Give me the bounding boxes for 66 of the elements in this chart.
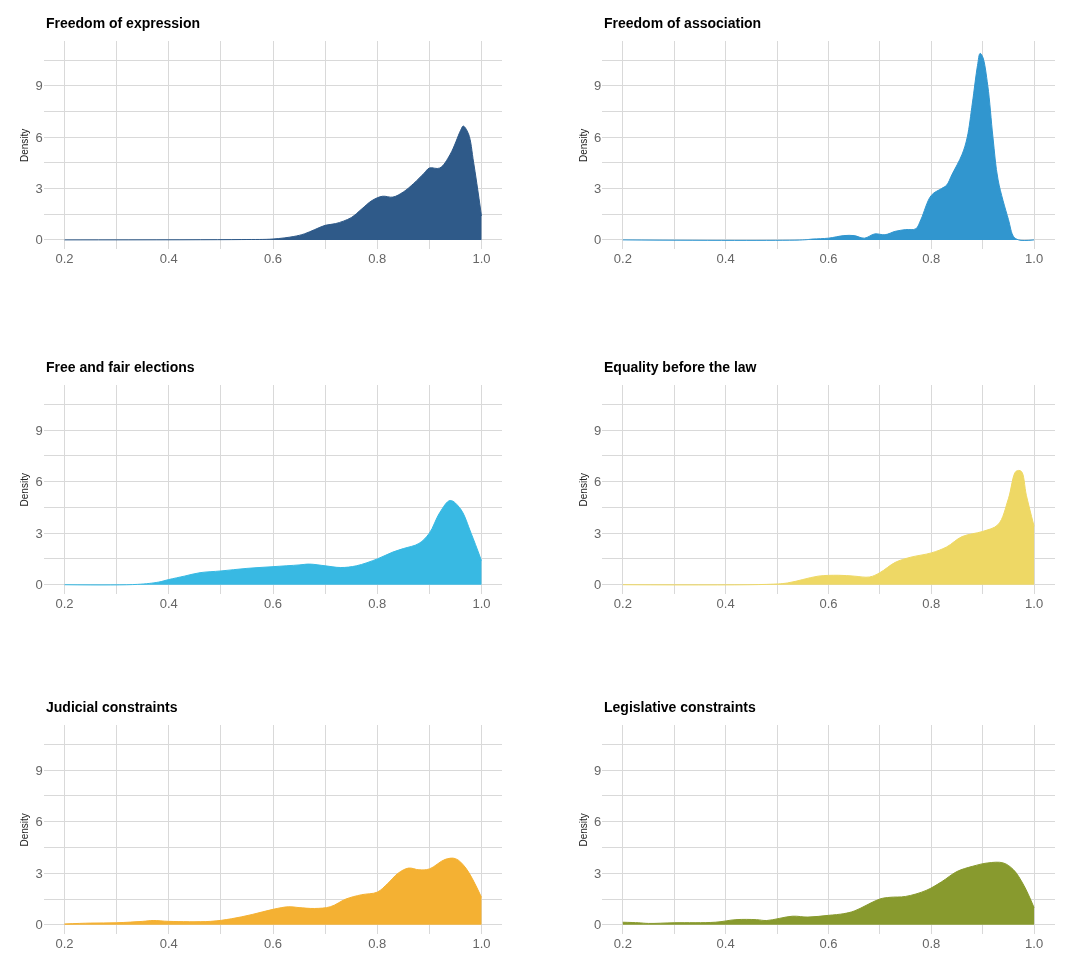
y-tick-label: 3 xyxy=(35,181,43,197)
y-tick-label: 0 xyxy=(594,577,602,593)
x-tick-label: 0.2 xyxy=(55,936,74,952)
y-axis-title: Density xyxy=(19,128,31,163)
x-tick-label: 0.4 xyxy=(716,251,735,267)
y-tick-label: 9 xyxy=(35,762,43,778)
y-tick-label: 6 xyxy=(594,474,602,490)
y-tick-label: 3 xyxy=(594,865,602,881)
x-tick-label: 0.8 xyxy=(368,251,387,267)
y-axis-title: Density xyxy=(578,813,590,847)
y-tick-label: 9 xyxy=(594,78,602,94)
x-tick-label: 0.8 xyxy=(922,251,941,267)
x-tick-label: 0.8 xyxy=(922,936,941,952)
y-tick-label: 0 xyxy=(594,232,602,248)
chart-title: Freedom of expression xyxy=(46,15,201,31)
x-tick-label: 1.0 xyxy=(1025,251,1044,267)
x-tick-label: 0.6 xyxy=(819,596,838,612)
y-tick-label: 3 xyxy=(35,525,43,541)
x-tick-label: 0.2 xyxy=(613,596,632,612)
x-tick-label: 1.0 xyxy=(1025,596,1044,612)
x-tick-label: 0.4 xyxy=(716,596,735,612)
y-tick-label: 6 xyxy=(35,814,43,830)
chart-title: Legislative constraints xyxy=(604,699,756,715)
x-tick-label: 0.6 xyxy=(263,596,283,612)
y-tick-label: 9 xyxy=(35,78,43,94)
x-tick-label: 0.6 xyxy=(263,251,283,267)
y-axis-title: Density xyxy=(19,813,31,847)
y-tick-label: 9 xyxy=(594,762,602,778)
y-tick-label: 9 xyxy=(594,422,602,438)
x-tick-label: 0.2 xyxy=(55,251,74,267)
y-tick-label: 0 xyxy=(35,232,43,248)
y-tick-label: 3 xyxy=(35,865,43,881)
chart-title: Free and fair elections xyxy=(46,359,195,375)
y-tick-label: 3 xyxy=(594,181,602,197)
y-axis-title: Density xyxy=(578,128,590,163)
chart-title: Equality before the law xyxy=(604,359,757,375)
x-tick-label: 0.2 xyxy=(613,251,632,267)
x-tick-label: 0.8 xyxy=(368,596,387,612)
y-tick-label: 6 xyxy=(594,129,602,145)
x-tick-label: 1.0 xyxy=(472,596,491,612)
x-tick-label: 0.6 xyxy=(263,936,283,952)
y-tick-label: 3 xyxy=(594,525,602,541)
y-tick-label: 6 xyxy=(594,814,602,830)
y-tick-label: 0 xyxy=(594,917,602,933)
y-tick-label: 0 xyxy=(35,577,43,593)
x-tick-label: 0.6 xyxy=(819,251,838,267)
y-tick-label: 9 xyxy=(35,422,43,438)
x-tick-label: 0.2 xyxy=(55,596,74,612)
x-tick-label: 0.4 xyxy=(159,251,178,267)
y-tick-label: 6 xyxy=(35,129,43,145)
x-tick-label: 0.6 xyxy=(819,936,838,952)
chart-title: Judicial constraints xyxy=(46,699,178,715)
x-tick-label: 1.0 xyxy=(472,936,491,952)
x-tick-label: 1.0 xyxy=(1025,936,1044,952)
y-axis-title: Density xyxy=(578,473,590,507)
chart-title: Freedom of association xyxy=(604,15,762,31)
y-tick-label: 0 xyxy=(35,917,43,933)
x-tick-label: 0.2 xyxy=(613,936,632,952)
y-tick-label: 6 xyxy=(35,474,43,490)
x-tick-label: 0.4 xyxy=(716,936,735,952)
x-tick-label: 0.4 xyxy=(159,936,178,952)
x-tick-label: 0.4 xyxy=(159,596,178,612)
x-tick-label: 1.0 xyxy=(472,251,491,267)
y-axis-title: Density xyxy=(19,473,31,507)
x-tick-label: 0.8 xyxy=(922,596,941,612)
x-tick-label: 0.8 xyxy=(368,936,387,952)
